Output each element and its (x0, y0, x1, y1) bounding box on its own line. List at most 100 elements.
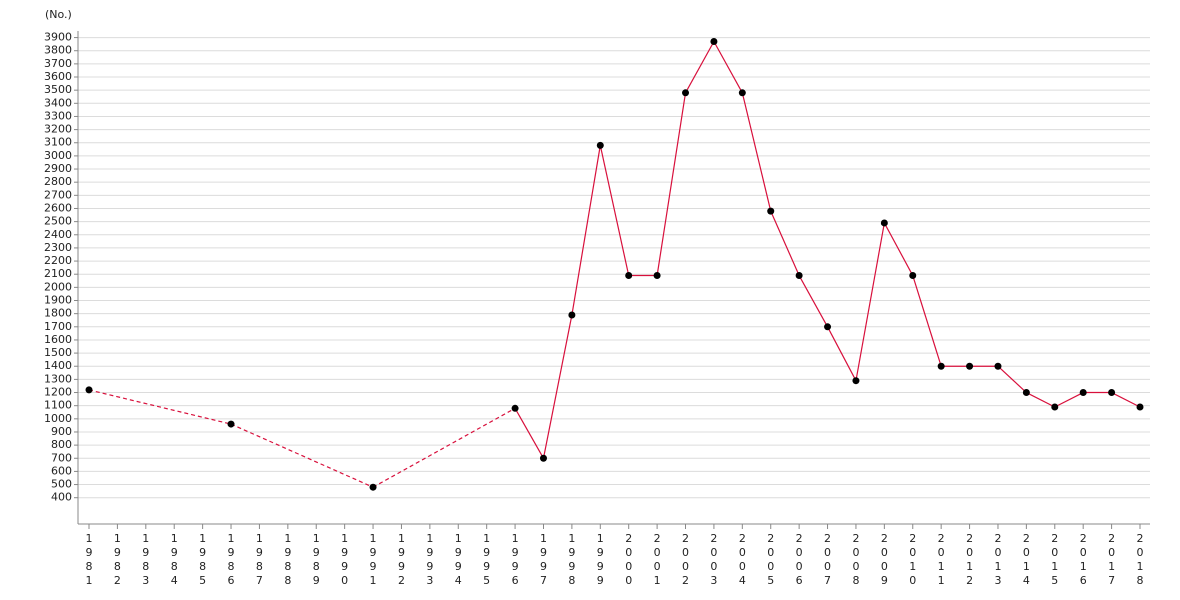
line-segment (656, 92, 687, 276)
x-tick-label: 2004 (736, 532, 749, 588)
y-tick-label: 3200 (44, 123, 72, 136)
point (1136, 403, 1144, 411)
y-tick-label: 1300 (44, 372, 72, 385)
y-tick-label: 1700 (44, 320, 72, 333)
y-tick-label: 2800 (44, 175, 72, 188)
x-tick-label: 2012 (963, 532, 976, 588)
point (824, 323, 832, 331)
x-tick-label: 2008 (849, 532, 862, 588)
y-tick-label: 3500 (44, 83, 72, 96)
point (966, 362, 974, 370)
x-tick-label: 1993 (423, 532, 436, 588)
y-tick-label: 3000 (44, 149, 72, 162)
point (682, 89, 690, 97)
point (767, 207, 775, 215)
x-tick-label: 2018 (1134, 532, 1147, 588)
y-tick-label: 400 (51, 491, 72, 504)
y-tick-label: 1200 (44, 386, 72, 399)
point (1079, 389, 1087, 397)
y-tick-label: 1100 (44, 399, 72, 412)
x-tick-label: 2006 (793, 532, 806, 588)
x-tick-label: 2016 (1077, 532, 1090, 588)
line-segment (855, 222, 885, 381)
x-tick-label: 1986 (225, 532, 238, 588)
y-tick-label: 1800 (44, 307, 72, 320)
y-tick-label: 1500 (44, 346, 72, 359)
x-tick-label: 1983 (139, 532, 152, 588)
x-tick-label: 2001 (651, 532, 664, 588)
y-tick-label: 2400 (44, 228, 72, 241)
x-tick-label: 2010 (906, 532, 919, 588)
x-tick-label: 1984 (168, 532, 181, 588)
line-segment (798, 275, 829, 328)
line-segment (542, 314, 573, 459)
x-tick-label: 1987 (253, 532, 266, 588)
y-tick-label: 3900 (44, 31, 72, 44)
x-tick-label: 1998 (565, 532, 578, 588)
y-tick-label: 700 (51, 451, 72, 464)
line-segment (883, 222, 914, 276)
line-segment (514, 408, 545, 459)
point (568, 311, 576, 319)
line-segment (770, 210, 800, 276)
line-segment (372, 407, 516, 488)
point (511, 404, 519, 412)
y-tick-label: 1900 (44, 294, 72, 307)
line-segment (571, 145, 601, 316)
y-tick-label: 2200 (44, 254, 72, 267)
point (852, 377, 860, 385)
x-tick-label: 1990 (338, 532, 351, 588)
x-tick-label: 2003 (707, 532, 720, 588)
line-segment (827, 326, 857, 381)
y-tick-label: 600 (51, 464, 72, 477)
point (795, 272, 803, 280)
x-tick-label: 1997 (537, 532, 550, 588)
point (994, 362, 1002, 370)
line-segment (741, 92, 772, 212)
x-tick-label: 1982 (111, 532, 124, 588)
line-segment (230, 423, 374, 488)
y-tick-label: 2900 (44, 162, 72, 175)
x-tick-label: 2007 (821, 532, 834, 588)
x-tick-label: 1992 (395, 532, 408, 588)
y-tick-label: 2600 (44, 201, 72, 214)
y-tick-label: 2100 (44, 267, 72, 280)
point (227, 420, 235, 428)
y-tick-label: 800 (51, 438, 72, 451)
y-tick-label: 3600 (44, 70, 72, 83)
point (1022, 389, 1030, 397)
x-tick-label: 1985 (196, 532, 209, 588)
y-tick-label: 2000 (44, 280, 72, 293)
point (653, 272, 661, 280)
line-segment (713, 41, 743, 94)
y-tick-label: 3100 (44, 136, 72, 149)
y-tick-label: 3300 (44, 109, 72, 122)
y-tick-label: 1000 (44, 412, 72, 425)
y-tick-label: 1400 (44, 359, 72, 372)
point (710, 38, 718, 46)
x-tick-label: 1988 (281, 532, 294, 588)
line-segment (1111, 391, 1141, 408)
x-tick-label: 1995 (480, 532, 493, 588)
line-segment (599, 145, 630, 276)
point (738, 89, 746, 97)
point (1108, 389, 1116, 397)
line-segment (1026, 391, 1056, 408)
x-tick-label: 1996 (509, 532, 522, 588)
point (909, 272, 917, 280)
x-tick-label: 1994 (452, 532, 465, 588)
y-tick-label: 2300 (44, 241, 72, 254)
y-tick-label: 3700 (44, 57, 72, 70)
point (880, 219, 888, 227)
y-tick-label: 3800 (44, 44, 72, 57)
point (937, 362, 945, 370)
x-tick-label: 1991 (367, 532, 380, 588)
x-tick-label: 1989 (310, 532, 323, 588)
y-axis-label: (No.) (45, 8, 72, 21)
x-tick-label: 2015 (1048, 532, 1061, 588)
point (1051, 403, 1059, 411)
line-segment (997, 365, 1027, 393)
point (625, 272, 633, 280)
x-tick-label: 2005 (764, 532, 777, 588)
